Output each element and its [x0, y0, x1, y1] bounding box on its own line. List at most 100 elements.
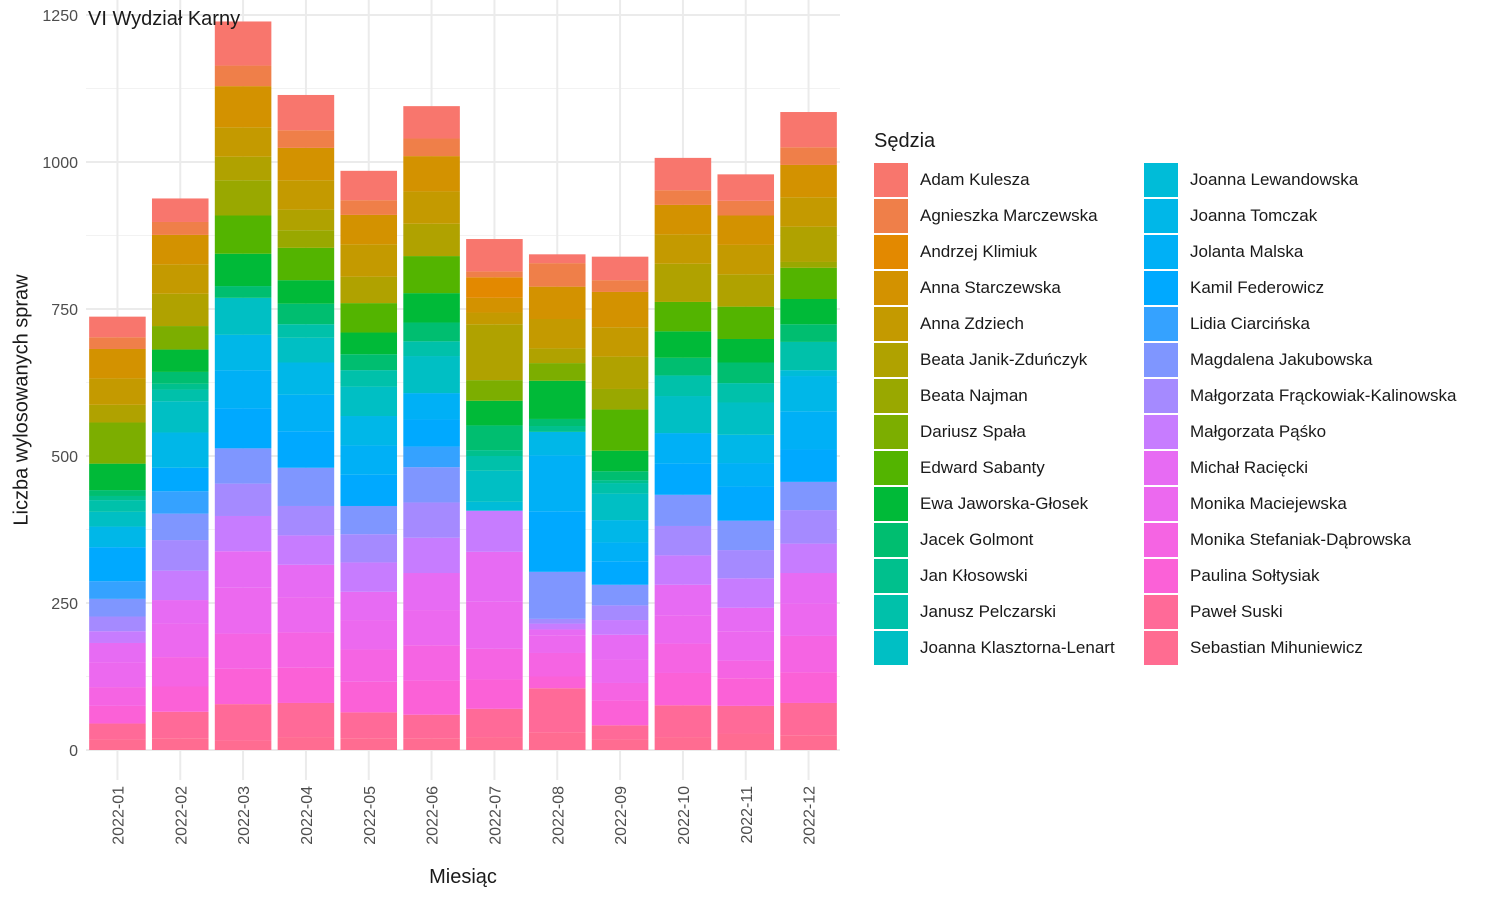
bar-segment [591, 700, 649, 726]
x-tick-label: 2022-06 [425, 786, 442, 845]
legend-key-swatch [1144, 307, 1178, 341]
bar-segment [528, 652, 586, 677]
bar-segment [591, 620, 649, 635]
bar-segment [214, 515, 272, 552]
bar-segment [466, 470, 523, 502]
bar-segment [654, 331, 712, 358]
bar-segment [591, 480, 649, 484]
bar-segment [466, 380, 523, 401]
bar-segment [780, 510, 837, 544]
bar-segment [151, 326, 209, 350]
bar-segment [717, 402, 775, 435]
bar-segment [340, 276, 398, 304]
bar-segment [528, 676, 586, 689]
bar-segment [717, 550, 775, 579]
bar-segment [403, 393, 460, 420]
bar-segment [151, 198, 209, 222]
bar-segment [717, 463, 775, 487]
bar-segment [214, 253, 272, 287]
bar-segment [214, 180, 272, 216]
bar-segment [591, 605, 649, 621]
bar-segment [214, 297, 272, 335]
bar-segment [214, 215, 272, 254]
bar-segment [591, 659, 649, 683]
legend-label: Edward Sabanty [920, 458, 1045, 477]
bar-segment [89, 422, 146, 464]
bar-segment [591, 356, 649, 389]
y-axis-title: Liczba wylosowanych spraw [10, 274, 33, 526]
bar-segment [214, 587, 272, 634]
bar-segment [654, 190, 712, 205]
legend-item: Michał Racięcki [1144, 450, 1456, 486]
bar-segment [466, 501, 523, 511]
legend-label: Dariusz Spała [920, 422, 1026, 441]
bar-segment [403, 680, 460, 715]
legend-label: Jan Kłosowski [920, 566, 1028, 585]
legend-label: Kamil Federowicz [1190, 278, 1325, 297]
bar-segment [214, 408, 272, 449]
bar-segment [340, 474, 398, 506]
bar-segment [151, 570, 209, 601]
legend-label: Lidia Ciarcińska [1190, 314, 1310, 333]
bar-segment [89, 526, 146, 548]
bar-segment [591, 561, 649, 585]
bar-segment [466, 510, 523, 552]
bar-segment [151, 513, 209, 541]
bar-segment [277, 209, 335, 231]
bar-segment [277, 324, 335, 338]
bar-segment [214, 551, 272, 588]
bar-segment [214, 127, 272, 157]
bar-segment [528, 380, 586, 419]
legend-label: Ewa Jaworska-Głosek [920, 494, 1089, 513]
bar-segment [780, 449, 837, 482]
bar-segment [151, 264, 209, 294]
bar-segment [528, 431, 586, 456]
bar-segment [717, 486, 775, 521]
bar-segment [151, 389, 209, 402]
bar-segment [277, 564, 335, 598]
bar-segment [214, 286, 272, 298]
bar-segment [466, 425, 523, 451]
bar-segment [591, 542, 649, 562]
legend-label: Jacek Golmont [920, 530, 1034, 549]
bar-segment [717, 607, 775, 632]
bar-segment [277, 431, 335, 468]
bar-segment [466, 271, 523, 278]
legend-item: Beata Najman [874, 378, 1115, 414]
legend-key-swatch [1144, 523, 1178, 557]
bar-segment [654, 396, 712, 434]
x-tick-label: 2022-01 [110, 786, 127, 845]
bar-segment [528, 254, 586, 264]
legend-label: Magdalena Jakubowska [1190, 350, 1373, 369]
legend-key-swatch [1144, 631, 1178, 665]
bar-segment [151, 657, 209, 687]
bar-segment [403, 293, 460, 323]
bar-segment [340, 591, 398, 621]
bar-segment [654, 643, 712, 673]
legend-key-swatch [1144, 595, 1178, 629]
bar-segment [340, 303, 398, 333]
legend-key-swatch [1144, 235, 1178, 269]
legend-item: Lidia Ciarcińska [1144, 306, 1456, 342]
bar-segment [591, 409, 649, 451]
bar-segment [340, 505, 398, 535]
bar-segment [340, 649, 398, 682]
bar-segment [780, 324, 837, 342]
legend-item: Janusz Pelczarski [874, 594, 1115, 630]
bar-segment [89, 378, 146, 405]
legend-label: Joanna Tomczak [1190, 206, 1318, 225]
y-tick-label: 1000 [42, 155, 78, 172]
legend-key-swatch [1144, 271, 1178, 305]
bar-segment [340, 386, 398, 417]
bar-segment [654, 157, 712, 191]
bar-segment [340, 738, 398, 750]
bar-segment [780, 299, 837, 325]
bar-segment [591, 388, 649, 410]
bar-segment [528, 732, 586, 750]
bar-segment [780, 543, 837, 574]
legend-title: Sędzia [874, 130, 936, 152]
bar-segment [89, 631, 146, 643]
bar-segment [780, 481, 837, 511]
bar-segment [466, 708, 523, 738]
bar-segment [403, 156, 460, 192]
